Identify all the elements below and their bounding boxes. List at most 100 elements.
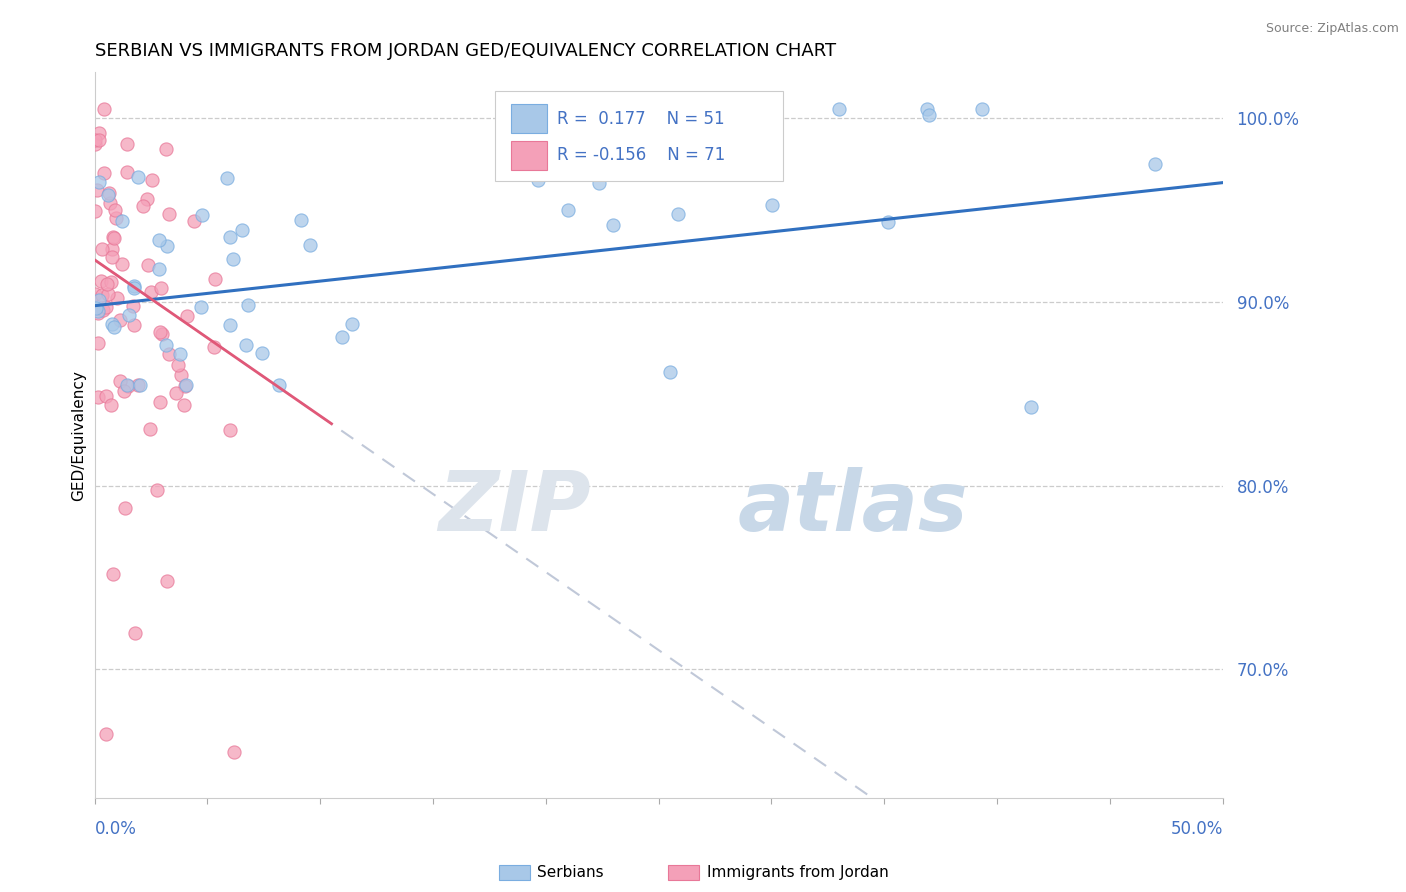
Point (127, 378, 149, 392)
Point (91, 288, 114, 302)
Point (218, 423, 240, 437)
Text: 50.0%: 50.0% (1170, 820, 1223, 838)
Point (87, 390, 110, 404)
Point (101, 242, 124, 256)
Point (96, 301, 118, 315)
Point (100, 398, 122, 412)
Text: atlas: atlas (738, 467, 969, 549)
Point (139, 422, 162, 436)
Point (269, 377, 291, 392)
FancyBboxPatch shape (510, 104, 547, 134)
Point (877, 215, 900, 229)
Point (111, 214, 134, 228)
Text: Serbians: Serbians (537, 865, 603, 880)
Point (222, 252, 245, 267)
Point (672, 102, 695, 116)
Point (149, 281, 172, 295)
Point (176, 377, 198, 392)
Point (115, 377, 138, 392)
Point (84, 136, 107, 151)
Point (135, 192, 157, 206)
Point (970, 102, 993, 116)
Point (124, 625, 146, 640)
FancyBboxPatch shape (495, 91, 783, 181)
Point (666, 207, 689, 221)
Point (91, 302, 114, 317)
Point (117, 165, 139, 179)
Point (828, 102, 851, 116)
Point (191, 208, 214, 222)
Point (204, 271, 226, 285)
Point (84, 301, 107, 316)
Point (173, 379, 195, 393)
Point (115, 136, 138, 151)
Point (202, 340, 225, 354)
Point (96, 277, 118, 292)
Bar (499, 865, 530, 880)
FancyBboxPatch shape (510, 141, 547, 169)
Point (1144, 157, 1167, 171)
Point (83, 287, 105, 301)
Point (918, 108, 941, 122)
Point (157, 347, 180, 361)
Point (224, 745, 246, 759)
Point (330, 330, 353, 344)
Point (83, 203, 105, 218)
Point (145, 483, 167, 498)
Point (117, 308, 139, 322)
Point (87, 127, 110, 141)
Point (290, 213, 312, 227)
Point (132, 199, 155, 213)
Point (235, 338, 257, 352)
Text: 0.0%: 0.0% (94, 820, 136, 838)
Point (101, 250, 124, 264)
Point (105, 291, 128, 305)
Point (103, 320, 125, 334)
Text: ZIP: ZIP (439, 467, 591, 549)
Point (87, 304, 110, 318)
Point (1019, 400, 1042, 414)
Point (183, 214, 205, 228)
Point (250, 345, 273, 359)
Point (127, 170, 149, 185)
Point (636, 127, 658, 141)
Point (91, 242, 114, 256)
Text: SERBIAN VS IMMIGRANTS FROM JORDAN GED/EQUIVALENCY CORRELATION CHART: SERBIAN VS IMMIGRANTS FROM JORDAN GED/EQ… (94, 42, 835, 60)
Point (157, 207, 180, 221)
Point (588, 176, 610, 190)
Point (527, 172, 550, 186)
Point (148, 261, 170, 276)
Point (122, 279, 145, 293)
Point (87, 293, 110, 308)
Point (136, 258, 159, 272)
Bar (668, 865, 699, 880)
Point (150, 326, 173, 341)
Text: Immigrants from Jordan: Immigrants from Jordan (707, 865, 889, 880)
Point (238, 298, 260, 312)
Point (156, 574, 179, 589)
Point (114, 501, 136, 516)
Point (101, 566, 124, 581)
Point (217, 171, 239, 186)
Point (87, 306, 110, 320)
Point (90, 275, 112, 289)
Point (97, 287, 120, 301)
Point (121, 299, 143, 313)
Point (112, 384, 135, 399)
Point (101, 317, 124, 331)
Point (97, 188, 120, 202)
Point (149, 325, 172, 339)
Text: Source: ZipAtlas.com: Source: ZipAtlas.com (1265, 22, 1399, 36)
Point (602, 219, 624, 233)
Point (129, 377, 152, 392)
Point (218, 230, 240, 244)
Point (86, 183, 108, 197)
Point (219, 318, 242, 333)
Point (155, 142, 177, 156)
Point (141, 285, 163, 299)
Point (94, 727, 117, 741)
Point (148, 233, 170, 247)
Point (176, 309, 198, 323)
Point (100, 275, 122, 289)
Point (122, 281, 145, 295)
